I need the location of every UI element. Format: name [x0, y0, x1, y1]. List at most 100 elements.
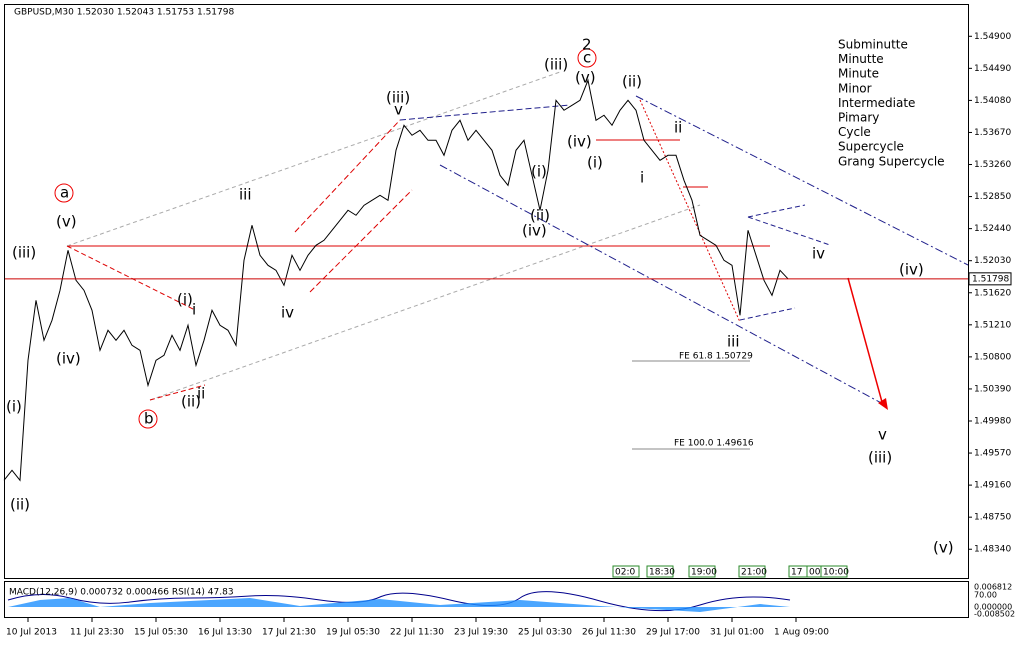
x-tick-label: 31 Jul 01:00 — [710, 628, 764, 638]
wave-line — [149, 384, 206, 401]
price-line — [3, 78, 789, 482]
legend-entry: Minutte — [838, 52, 884, 66]
time-marker: 02:0 — [615, 568, 635, 578]
wave-label: (ii) — [10, 496, 30, 514]
indicator-title: MACD(12,26,9) 0.000732 0.000466 RSI(14) … — [9, 588, 234, 598]
circle — [138, 409, 158, 429]
y-tick-label: 1.54490 — [974, 64, 1011, 74]
x-tick-label: 22 Jul 11:30 — [390, 628, 444, 638]
indicator-label: 0.000000 — [974, 603, 1012, 612]
wave-label: (i) — [177, 291, 193, 309]
wave-label: ii — [197, 385, 205, 403]
wave-line — [294, 119, 401, 233]
y-tick-label: 1.52030 — [974, 256, 1011, 266]
wave-label: (i) — [6, 398, 22, 416]
y-tick-label: 1.48340 — [974, 545, 1011, 555]
time-marker-box — [688, 565, 716, 578]
wave-label: i — [192, 301, 196, 319]
x-tick-label: 26 Jul 11:30 — [582, 628, 636, 638]
time-marker: 21:00 — [741, 568, 767, 578]
indicator-label: 70.00 — [974, 591, 997, 600]
legend-entry: Intermediate — [838, 96, 915, 110]
legend-entry: Grang Supercycle — [838, 154, 945, 168]
channel-line — [66, 71, 561, 247]
y-tick-label: 1.53670 — [974, 128, 1011, 138]
x-tick-label: 1 Aug 09:00 — [774, 628, 829, 638]
wave-label: (i) — [531, 163, 547, 181]
time-marker: 19:00 — [691, 568, 717, 578]
x-tick-label: 11 Jul 23:30 — [70, 628, 124, 638]
wave-label: ii — [674, 119, 682, 137]
time-marker-box — [820, 565, 848, 578]
wave-label: iii — [727, 333, 740, 351]
wave-label: (v) — [933, 539, 954, 557]
y-tick-label: 1.49980 — [974, 416, 1011, 426]
wave-label: (iii) — [544, 56, 568, 74]
wave-label: (iii) — [868, 449, 892, 467]
circle — [54, 183, 74, 203]
x-tick-label: 15 Jul 05:30 — [134, 628, 188, 638]
wave-label: (iii) — [12, 244, 36, 262]
indicator-label: -0.008502 — [974, 610, 1015, 619]
y-tick-label: 1.50390 — [974, 384, 1011, 394]
drawings — [7, 48, 969, 612]
last-price-label: 1.51798 — [972, 274, 1009, 284]
time-marker: 00:0 — [809, 568, 829, 578]
y-tick-label: 1.49570 — [974, 449, 1011, 459]
triangle-line — [747, 204, 806, 218]
x-tick-label: 23 Jul 19:30 — [454, 628, 508, 638]
channel-line — [399, 104, 571, 121]
y-tick-label: 1.51620 — [974, 288, 1011, 298]
y-tick-label: 1.52440 — [974, 224, 1011, 234]
time-marker-box — [738, 565, 766, 578]
indicator-area — [8, 598, 790, 612]
y-tick-label: 1.49160 — [974, 481, 1011, 491]
y-tick-label: 1.53260 — [974, 160, 1011, 170]
time-marker: 18:30 — [649, 568, 675, 578]
wave-label: (iv) — [567, 133, 592, 151]
wave-label: (iv) — [899, 261, 924, 279]
wave-label: v — [878, 426, 887, 444]
time-marker-box — [612, 565, 640, 578]
legend-entry: Pimary — [838, 111, 879, 125]
wave-line — [309, 189, 413, 293]
channel-line — [149, 204, 701, 401]
wave-label: (ii) — [622, 73, 642, 91]
arrow — [847, 277, 883, 403]
triangle-line — [739, 307, 796, 321]
y-tick-label: 1.50800 — [974, 352, 1011, 362]
time-marker: 10:00 — [823, 568, 849, 578]
channel-line — [439, 164, 886, 406]
circle — [577, 48, 597, 68]
wave-label: b — [144, 410, 154, 428]
legend-entry: Minor — [838, 81, 872, 95]
wave-label: (ii) — [181, 393, 201, 411]
wave-label: (v) — [575, 69, 596, 87]
x-tick-label: 19 Jul 05:30 — [326, 628, 380, 638]
x-tick-label: 10 Jul 2013 — [6, 628, 57, 638]
price-frame — [4, 4, 969, 579]
legend-entry: Supercycle — [838, 140, 904, 154]
wave-label: i — [640, 169, 644, 187]
indicator-frame — [4, 581, 969, 618]
y-tick-label: 1.54080 — [974, 96, 1011, 106]
legend-entry: Cycle — [838, 125, 871, 139]
legend-entry: Subminutte — [838, 38, 908, 52]
y-tick-label: 1.51210 — [974, 320, 1011, 330]
wave-label: iv — [812, 245, 825, 263]
wave-label: iv — [281, 304, 294, 322]
fe-label: FE 61.8 1.50729 — [679, 352, 753, 362]
wave-label: 2 — [582, 36, 592, 54]
indicator-label: 0.006812 — [974, 583, 1012, 592]
time-marker-box — [646, 565, 674, 578]
arrow-head — [878, 398, 888, 410]
wave-label: (i) — [587, 154, 603, 172]
wave-label: (iv) — [522, 222, 547, 240]
x-tick-label: 29 Jul 17:00 — [646, 628, 700, 638]
y-tick-label: 1.48750 — [974, 513, 1011, 523]
last-price-box — [968, 272, 1012, 286]
channel-line — [635, 95, 969, 266]
fe-label: FE 100.0 1.49616 — [674, 439, 754, 449]
